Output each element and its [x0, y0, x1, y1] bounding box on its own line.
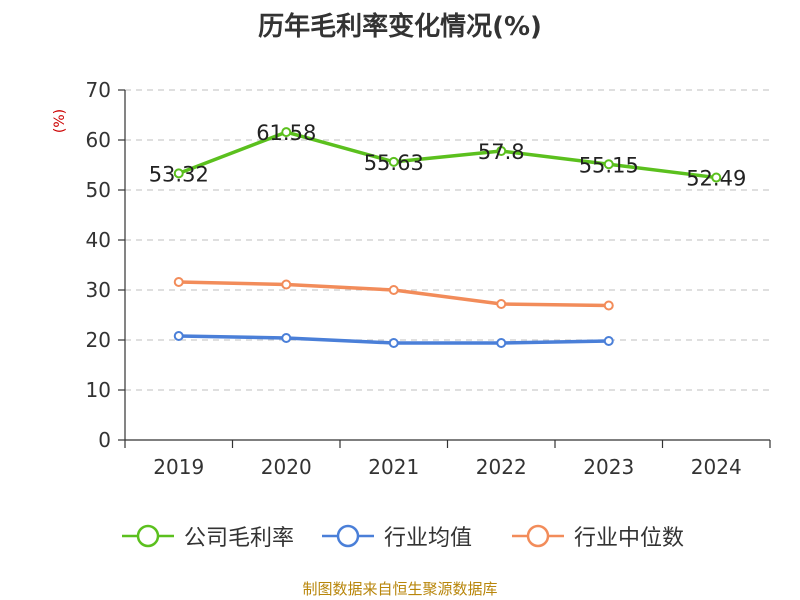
chart-title: 历年毛利率变化情况(%)	[258, 12, 542, 42]
data-point	[281, 333, 292, 343]
legend-marker	[512, 524, 564, 548]
y-tick-label: 60	[86, 128, 111, 152]
data-point	[173, 331, 184, 341]
x-tick-label: 2023	[583, 455, 634, 479]
source-note: 制图数据来自恒生聚源数据库	[302, 580, 498, 598]
data-point	[173, 277, 184, 287]
legend-marker	[322, 524, 374, 548]
data-label: 52.49	[686, 167, 746, 191]
y-tick-label: 70	[86, 78, 111, 102]
x-tick-label: 2021	[368, 455, 419, 479]
data-label: 57.8	[478, 140, 525, 164]
y-tick-label: 40	[86, 228, 111, 252]
data-point	[496, 146, 507, 156]
data-point	[281, 279, 292, 290]
data-point	[603, 300, 614, 311]
data-label: 53.32	[149, 162, 209, 186]
data-point	[388, 338, 399, 348]
legend-label: 公司毛利率	[184, 526, 295, 551]
data-point	[496, 338, 507, 348]
data-point	[388, 156, 399, 167]
data-labels: 53.32 61.58 55.63 57.8 55.15 52.49	[149, 121, 747, 190]
x-tick-label: 2024	[691, 455, 742, 479]
data-label: 55.63	[364, 151, 424, 175]
legend-item: 公司毛利率	[122, 518, 294, 554]
legend-label: 行业中位数	[574, 526, 685, 551]
data-point	[281, 127, 292, 138]
legend-item: 行业中位数	[512, 518, 684, 554]
data-label: 55.15	[579, 153, 639, 177]
y-tick-label: 30	[86, 278, 111, 302]
x-tick-label: 2020	[261, 455, 312, 479]
data-point	[603, 336, 614, 346]
data-point	[388, 285, 399, 295]
y-tick-label: 10	[86, 378, 111, 402]
x-tick-label: 2019	[153, 455, 204, 479]
legend-item: 行业均值	[322, 518, 472, 554]
data-point	[711, 172, 722, 183]
legend-label: 行业均值	[384, 526, 473, 551]
data-point	[603, 159, 614, 170]
y-tick-label: 0	[98, 428, 111, 452]
chart-legend: 公司毛利率 行业均值 行业中位数	[0, 518, 800, 558]
data-point	[496, 299, 507, 309]
data-label: 61.58	[256, 121, 316, 145]
grid-lines	[125, 89, 770, 391]
legend-marker	[122, 524, 174, 548]
series-lines	[173, 127, 722, 348]
axes: 0 10 20 30 40 50 60 70 2019 2020 2021 2022 2023 2024	[86, 78, 771, 479]
data-point	[173, 168, 184, 179]
x-tick-label: 2022	[476, 455, 527, 479]
series-line-0	[178, 130, 717, 180]
y-tick-label: 50	[86, 178, 111, 202]
y-tick-label: 20	[86, 328, 111, 352]
